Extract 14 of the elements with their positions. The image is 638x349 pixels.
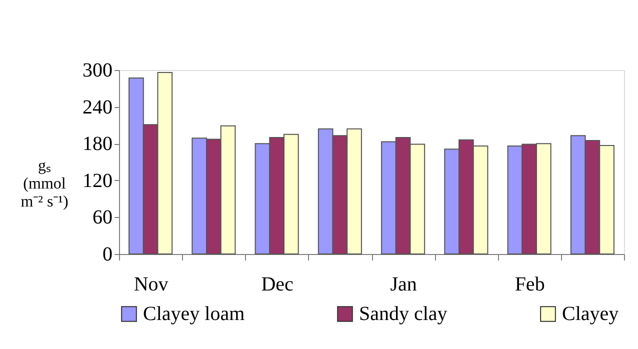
x-tick-label: Feb [514, 274, 545, 296]
y-axis-title: gₛ (mmol m⁻² s⁻¹) [20, 158, 68, 210]
y-tick-label: 120 [82, 170, 112, 192]
legend-label: Clayey [562, 303, 619, 325]
y-tick-label: 180 [82, 133, 112, 156]
y-tick-label: 0 [102, 244, 112, 266]
x-tick-label: Nov [134, 274, 168, 296]
y-tick-label: 300 [82, 60, 112, 82]
x-tick-label: Dec [261, 274, 294, 296]
y-tick-label: 240 [82, 96, 112, 118]
y-tick-label: 60 [92, 206, 112, 229]
legend-label: Clayey loam [143, 303, 246, 325]
legend-label: Sandy clay [359, 303, 448, 325]
x-tick-label: Jan [390, 274, 417, 296]
